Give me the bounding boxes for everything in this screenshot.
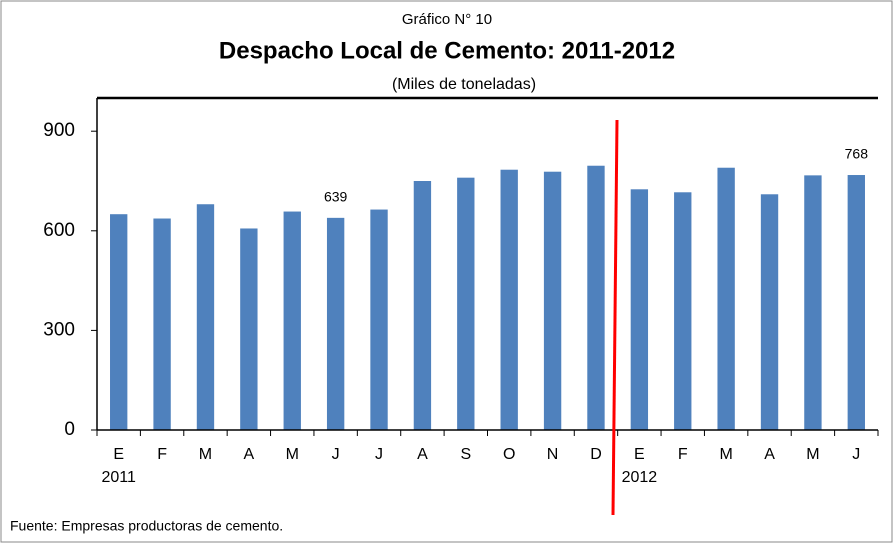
data-label: 768 bbox=[845, 146, 869, 162]
bar bbox=[500, 169, 518, 430]
chart-supertitle: Gráfico N° 10 bbox=[402, 11, 492, 28]
x-tick-label: S bbox=[460, 446, 471, 463]
x-tick-label: J bbox=[852, 446, 860, 463]
bar bbox=[587, 165, 605, 430]
y-tick-label: 600 bbox=[43, 220, 75, 241]
x-tick-label: M bbox=[719, 446, 732, 463]
bar bbox=[847, 175, 865, 430]
bar bbox=[196, 204, 215, 430]
bar bbox=[413, 181, 432, 430]
year-label: 2012 bbox=[622, 469, 658, 486]
x-tick-label: M bbox=[806, 446, 819, 463]
x-tick-label: F bbox=[678, 446, 688, 463]
x-tick-label: M bbox=[199, 446, 212, 463]
x-tick-label: A bbox=[417, 446, 428, 463]
bar bbox=[457, 177, 475, 430]
x-tick-label: M bbox=[286, 446, 299, 463]
bar bbox=[804, 175, 822, 430]
x-tick-label: J bbox=[375, 446, 383, 463]
bar bbox=[630, 189, 649, 430]
x-tick-label: J bbox=[332, 446, 340, 463]
x-tick-label: E bbox=[634, 446, 645, 463]
bar bbox=[717, 167, 735, 430]
chart-subtitle: (Miles de toneladas) bbox=[392, 76, 536, 93]
bar bbox=[543, 171, 562, 431]
x-tick-label: F bbox=[157, 446, 167, 463]
bar bbox=[110, 214, 128, 430]
x-tick-label: E bbox=[113, 446, 124, 463]
data-label: 639 bbox=[324, 189, 348, 205]
bar bbox=[370, 209, 388, 430]
year-label: 2011 bbox=[101, 469, 136, 486]
source-note: Fuente: Empresas productoras de cemento. bbox=[10, 518, 283, 534]
x-tick-label: O bbox=[503, 446, 515, 463]
bar bbox=[674, 192, 692, 430]
x-tick-label: A bbox=[244, 446, 255, 463]
bar bbox=[326, 217, 345, 430]
year-separator bbox=[611, 119, 619, 516]
bar bbox=[153, 218, 171, 430]
y-tick-label: 0 bbox=[64, 419, 75, 440]
x-tick-label: N bbox=[547, 446, 559, 463]
bar bbox=[760, 194, 779, 430]
y-tick-label: 900 bbox=[43, 120, 75, 141]
chart-title: Despacho Local de Cemento: 2011-2012 bbox=[219, 37, 675, 64]
x-tick-label: D bbox=[590, 446, 602, 463]
bar bbox=[240, 228, 258, 430]
y-tick-label: 300 bbox=[43, 319, 75, 340]
bar bbox=[283, 211, 301, 430]
x-tick-label: A bbox=[764, 446, 775, 463]
